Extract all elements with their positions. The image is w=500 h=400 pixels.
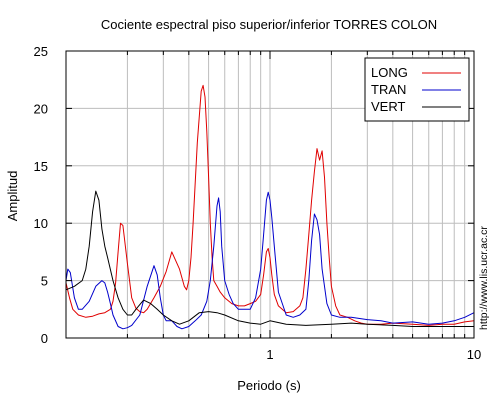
y-tick-label: 25 [34,44,48,59]
legend-label-long: LONG [371,65,408,80]
x-axis-label: Periodo (s) [237,378,301,393]
legend-label-tran: TRAN [371,82,406,97]
source-url-watermark: http://www.lis.ucr.ac.cr [478,226,490,330]
series-line-tran [65,191,475,330]
y-tick-label: 15 [34,159,48,174]
y-tick-label: 10 [34,216,48,231]
y-tick-label: 5 [41,274,48,289]
y-tick-label: 20 [34,101,48,116]
legend-label-vert: VERT [371,99,405,114]
x-tick-label: 1 [266,347,273,362]
chart-title: Cociente espectral piso superior/inferio… [101,17,437,32]
legend: LONG TRAN VERT [364,57,470,122]
y-axis-label: Amplitud [5,171,20,222]
series-line-vert [65,190,474,327]
x-tick-label: 10 [467,347,481,362]
series-lines [65,84,475,330]
y-tick-label: 0 [41,331,48,346]
axis-ticks: 1 10 0 5 10 15 20 25 [34,44,482,362]
series-line-long [65,84,475,326]
